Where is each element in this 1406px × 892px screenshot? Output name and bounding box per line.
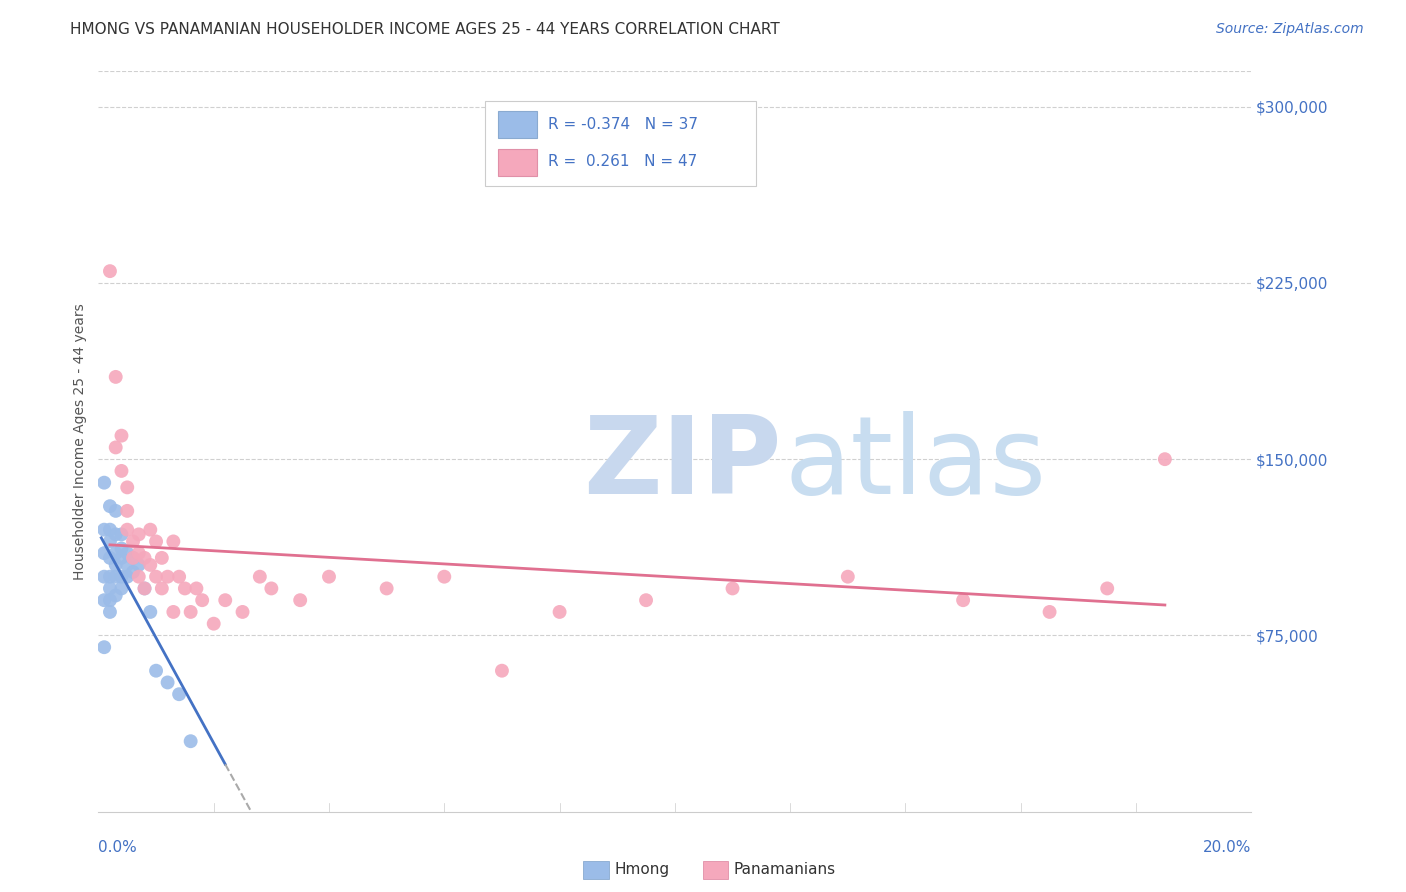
Point bbox=[180, 734, 202, 748]
Text: R = -0.374   N = 37: R = -0.374 N = 37 bbox=[548, 117, 697, 132]
Point bbox=[117, 480, 139, 494]
Point bbox=[110, 550, 132, 565]
Point bbox=[117, 570, 139, 584]
Point bbox=[636, 593, 658, 607]
Point bbox=[156, 570, 179, 584]
Point bbox=[98, 582, 121, 596]
Text: HMONG VS PANAMANIAN HOUSEHOLDER INCOME AGES 25 - 44 YEARS CORRELATION CHART: HMONG VS PANAMANIAN HOUSEHOLDER INCOME A… bbox=[70, 22, 780, 37]
Point bbox=[93, 640, 115, 655]
Point bbox=[104, 527, 127, 541]
Y-axis label: Householder Income Ages 25 - 44 years: Householder Income Ages 25 - 44 years bbox=[73, 303, 87, 580]
Point bbox=[122, 550, 145, 565]
Text: atlas: atlas bbox=[785, 410, 1046, 516]
Point bbox=[145, 534, 167, 549]
Point bbox=[290, 593, 312, 607]
Point bbox=[191, 593, 214, 607]
Point bbox=[110, 428, 132, 442]
Point bbox=[98, 499, 121, 513]
Point bbox=[134, 550, 156, 565]
Point bbox=[318, 570, 340, 584]
Point bbox=[139, 523, 162, 537]
Bar bbox=[499, 112, 537, 138]
Point bbox=[93, 523, 115, 537]
FancyBboxPatch shape bbox=[485, 101, 755, 186]
Point bbox=[117, 504, 139, 518]
Point bbox=[98, 605, 121, 619]
Point bbox=[122, 550, 145, 565]
Point bbox=[128, 527, 150, 541]
Point bbox=[104, 504, 127, 518]
Point bbox=[110, 541, 132, 556]
Point bbox=[128, 570, 150, 584]
Point bbox=[104, 546, 127, 560]
Text: Source: ZipAtlas.com: Source: ZipAtlas.com bbox=[1216, 22, 1364, 37]
Point bbox=[1097, 582, 1119, 596]
Point bbox=[214, 593, 236, 607]
Point bbox=[162, 534, 184, 549]
Point bbox=[150, 550, 173, 565]
Point bbox=[433, 570, 456, 584]
Point bbox=[117, 546, 139, 560]
Point bbox=[150, 582, 173, 596]
Point bbox=[98, 523, 121, 537]
Point bbox=[104, 370, 127, 384]
Point bbox=[952, 593, 974, 607]
Point bbox=[837, 570, 859, 584]
Point bbox=[93, 593, 115, 607]
Point bbox=[1154, 452, 1177, 467]
Point bbox=[98, 570, 121, 584]
Point bbox=[110, 464, 132, 478]
Text: R =  0.261   N = 47: R = 0.261 N = 47 bbox=[548, 154, 697, 169]
Point bbox=[117, 558, 139, 572]
Point bbox=[167, 687, 190, 701]
Point bbox=[186, 582, 208, 596]
Point bbox=[122, 534, 145, 549]
Bar bbox=[499, 149, 537, 176]
Text: ZIP: ZIP bbox=[582, 410, 782, 516]
Point bbox=[202, 616, 225, 631]
Point bbox=[174, 582, 197, 596]
Point bbox=[180, 605, 202, 619]
Point bbox=[162, 605, 184, 619]
Text: 0.0%: 0.0% bbox=[98, 840, 138, 855]
Point bbox=[145, 664, 167, 678]
Point bbox=[231, 605, 254, 619]
Point bbox=[128, 546, 150, 560]
Point bbox=[104, 570, 127, 584]
Point bbox=[128, 558, 150, 572]
Text: Panamanians: Panamanians bbox=[734, 863, 837, 877]
Point bbox=[548, 605, 571, 619]
Point bbox=[93, 546, 115, 560]
Point bbox=[721, 582, 744, 596]
Point bbox=[104, 589, 127, 603]
Point bbox=[93, 475, 115, 490]
Point bbox=[104, 441, 127, 455]
Point bbox=[167, 570, 190, 584]
Point bbox=[134, 582, 156, 596]
Point bbox=[260, 582, 283, 596]
Point bbox=[98, 550, 121, 565]
Point bbox=[117, 523, 139, 537]
Point bbox=[375, 582, 398, 596]
Point bbox=[145, 570, 167, 584]
Text: 20.0%: 20.0% bbox=[1204, 840, 1251, 855]
Point bbox=[93, 570, 115, 584]
Point bbox=[110, 582, 132, 596]
Point bbox=[249, 570, 271, 584]
Point bbox=[104, 558, 127, 572]
Point bbox=[98, 534, 121, 549]
Point bbox=[139, 558, 162, 572]
Point bbox=[156, 675, 179, 690]
Point bbox=[139, 605, 162, 619]
Text: Hmong: Hmong bbox=[614, 863, 669, 877]
Point bbox=[134, 582, 156, 596]
Point bbox=[110, 570, 132, 584]
Point bbox=[98, 264, 121, 278]
Point bbox=[122, 565, 145, 579]
Point bbox=[98, 593, 121, 607]
Point bbox=[1039, 605, 1062, 619]
Point bbox=[491, 664, 513, 678]
Point bbox=[110, 527, 132, 541]
